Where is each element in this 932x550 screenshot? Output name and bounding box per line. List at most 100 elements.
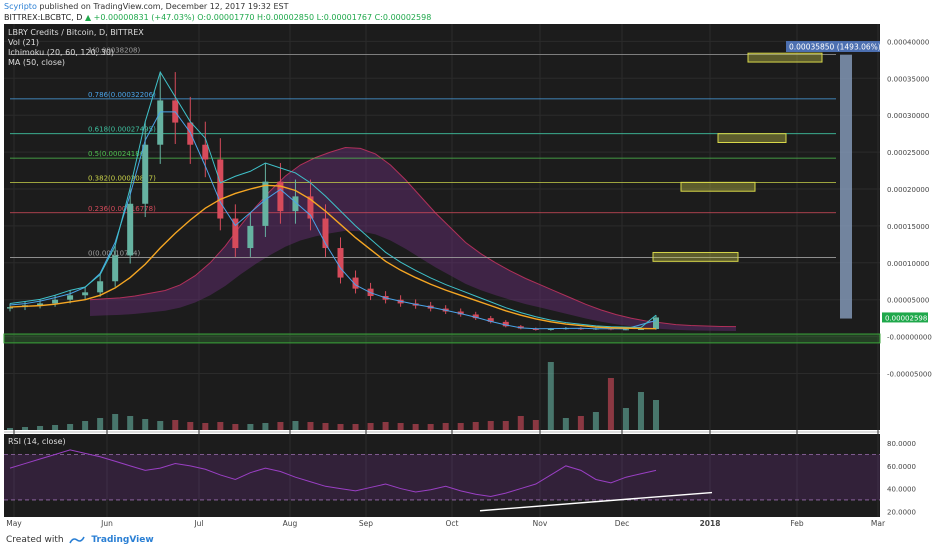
candle-body (247, 225, 254, 249)
up-arrow-icon: ▲ (84, 13, 92, 22)
candle-body (37, 303, 44, 306)
rsi-tick-label: 20.0000 (887, 508, 916, 516)
fib-level-label: 0.5(0.00024186) (88, 150, 147, 158)
volume-bar (217, 422, 224, 430)
y-tick-label: 0.00030000 (887, 112, 929, 120)
price-chart[interactable]: 0.00040000 0.00035000 0.00030000 0.00025000… (0, 24, 932, 532)
volume-bar (352, 424, 359, 430)
rsi-tick-label: 60.0000 (887, 463, 916, 471)
rsi-pane (4, 434, 880, 517)
volume-bar (52, 425, 59, 430)
fib-level-label: 0(0.00010714) (88, 250, 140, 258)
x-tick-label: Nov (533, 519, 548, 528)
rsi-tick-label: 80.0000 (887, 440, 916, 448)
fib-level-label: 1(0.00038208) (88, 47, 140, 55)
volume-bar (577, 416, 584, 430)
volume-bar (472, 422, 479, 430)
candle-body (217, 159, 224, 219)
measure-bar (840, 54, 852, 319)
x-tick-label: Aug (283, 519, 298, 528)
fib-level-label: 0.618(0.00027495) (88, 126, 156, 134)
volume-bar (487, 421, 494, 430)
target-zone (747, 52, 823, 63)
legend-title: LBRY Credits / Bitcoin, D, BITTREX (8, 28, 144, 37)
candle-body (337, 248, 344, 278)
volume-bar (502, 421, 509, 430)
volume-bar (247, 424, 254, 430)
candle-body (487, 318, 494, 322)
candle-body (112, 255, 119, 282)
fib-level-label: 0.786(0.00032206) (88, 91, 156, 99)
volume-bar (187, 422, 194, 430)
volume-bar (97, 418, 104, 430)
volume-bar (22, 427, 29, 430)
tradingview-brand[interactable]: TradingView (91, 535, 154, 545)
y-tick-label: 0.00035000 (887, 75, 929, 83)
target-zone (680, 181, 756, 192)
volume-bar (67, 424, 74, 430)
volume-bar (292, 421, 299, 430)
volume-bar (592, 412, 599, 430)
candle-body (67, 295, 74, 300)
volume-bar (277, 422, 284, 430)
volume-bar (637, 392, 644, 430)
candle-body (232, 218, 239, 249)
x-tick-label: Dec (615, 519, 630, 528)
published-text: published on TradingView.com, December 1… (39, 2, 289, 11)
tradingview-logo-icon (69, 536, 86, 543)
ichimoku-kijun-line (9, 70, 657, 329)
candle-body (157, 100, 164, 145)
volume-bar (382, 422, 389, 430)
candle-body (322, 218, 329, 249)
volume-bar (202, 423, 209, 430)
author-link[interactable]: Scyripto (4, 2, 37, 11)
legend-ichimoku: Ichimoku (20, 60, 120, 30) (8, 48, 114, 57)
x-tick-label: 2018 (700, 519, 721, 528)
x-tick-label: Jul (193, 519, 203, 528)
x-tick-label: Jun (100, 519, 113, 528)
rsi-band (4, 454, 880, 500)
y-tick-label: 0.00005000 (887, 297, 929, 305)
volume-bar (562, 418, 569, 430)
volume-bar (157, 421, 164, 430)
candle-body (307, 196, 314, 219)
x-tick-label: Oct (446, 519, 459, 528)
x-tick-label: Sep (359, 519, 373, 528)
legend-vol: Vol (21) (8, 38, 39, 47)
candle-body (97, 281, 104, 293)
volume-bar (112, 414, 119, 430)
y-tick-label: 0.00025000 (887, 149, 929, 157)
measure-label-box (786, 41, 880, 52)
rsi-line (9, 449, 657, 498)
volume-bar (607, 378, 614, 430)
volume-bar (457, 423, 464, 430)
candle-body (142, 144, 149, 204)
main-pane (4, 24, 880, 430)
ichimoku-span-a (89, 146, 737, 328)
rsi-legend: RSI (14, close) (8, 437, 66, 446)
rsi-tick-label: 40.0000 (887, 486, 916, 494)
volume-bar (37, 426, 44, 430)
volume-bar (172, 420, 179, 430)
candle-body (547, 328, 554, 330)
published-line: Scyripto published on TradingView.com, D… (4, 2, 288, 11)
symbol-text: BITTREX:LBCBTC, D (4, 13, 83, 22)
y-tick-label: 0.00015000 (887, 223, 929, 231)
volume-bar (322, 423, 329, 430)
volume-bar (412, 424, 419, 430)
x-tick-label: May (6, 519, 22, 528)
candle-body (292, 196, 299, 212)
ichimoku-cloud (90, 147, 736, 332)
volume-bar (262, 423, 269, 430)
symbol-line: BITTREX:LBCBTC, D ▲ +0.00000831 (+47.03%… (4, 13, 431, 22)
support-zone (3, 333, 881, 344)
created-with-text: Created with (6, 535, 64, 545)
candle-body (622, 329, 629, 331)
fib-level-label: 0.382(0.00020877) (88, 175, 156, 183)
volume-bar (367, 423, 374, 430)
volume-bar (442, 423, 449, 430)
candle-body (52, 299, 59, 304)
candle-body (502, 321, 509, 327)
current-price-label: 0.00002598 (885, 314, 927, 322)
x-tick-label: Feb (790, 519, 804, 528)
